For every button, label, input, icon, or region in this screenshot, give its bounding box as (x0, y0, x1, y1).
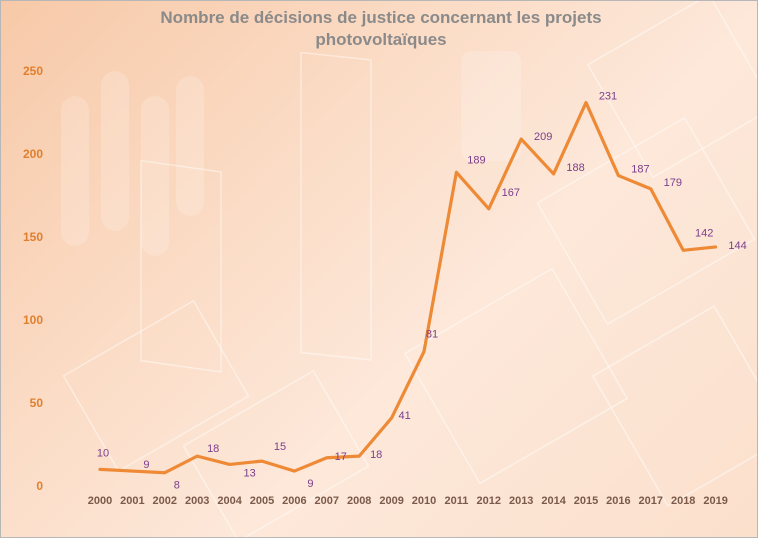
data-label: 17 (335, 451, 347, 463)
data-label: 231 (599, 91, 617, 103)
x-tick-label: 2019 (703, 495, 727, 507)
data-label: 209 (534, 131, 552, 143)
data-label: 9 (143, 459, 149, 471)
y-tick-label: 50 (30, 396, 44, 410)
data-label: 144 (728, 240, 746, 252)
x-tick-label: 2008 (347, 495, 371, 507)
x-tick-label: 2006 (282, 495, 306, 507)
data-label: 188 (566, 162, 584, 174)
y-tick-label: 250 (23, 64, 43, 78)
x-tick-label: 2012 (477, 495, 501, 507)
y-tick-label: 0 (36, 479, 43, 493)
data-label: 18 (207, 443, 219, 455)
chart-title: Nombre de décisions de justice concernan… (41, 7, 721, 51)
x-tick-label: 2007 (315, 495, 339, 507)
x-axis-ticks: 2000 2001 2002 2003 2004 2005 2006 2007 2008 2009… (88, 495, 728, 507)
x-tick-label: 2009 (379, 495, 403, 507)
y-tick-label: 150 (23, 230, 43, 244)
data-label: 41 (398, 410, 410, 422)
data-label: 189 (467, 154, 485, 166)
chart-title-line-2: photovoltaïques (315, 30, 447, 49)
x-tick-label: 2016 (606, 495, 630, 507)
x-tick-label: 2005 (250, 495, 274, 507)
data-label: 10 (97, 447, 109, 459)
x-tick-label: 2013 (509, 495, 533, 507)
data-label: 142 (695, 227, 713, 239)
data-label: 18 (370, 449, 382, 461)
series-layer (98, 100, 718, 475)
x-tick-label: 2017 (639, 495, 663, 507)
data-label: 179 (664, 177, 682, 189)
x-tick-label: 2015 (574, 495, 598, 507)
y-tick-label: 100 (23, 313, 43, 327)
data-label: 9 (307, 478, 313, 490)
data-label: 8 (174, 480, 180, 492)
x-tick-label: 2003 (185, 495, 209, 507)
data-labels: 10 9 8 18 13 15 9 17 18 41 81 189 167 209 188 231 187 179… (97, 91, 747, 492)
data-label: 15 (274, 441, 286, 453)
data-label: 167 (502, 187, 520, 199)
y-axis-ticks: 0 50 100 150 200 250 (23, 64, 43, 493)
x-tick-label: 2000 (88, 495, 112, 507)
x-tick-label: 2001 (120, 495, 144, 507)
y-tick-label: 200 (23, 147, 43, 161)
data-label: 13 (243, 467, 255, 479)
x-tick-label: 2002 (153, 495, 177, 507)
x-tick-label: 2004 (217, 495, 242, 507)
x-tick-label: 2011 (444, 495, 468, 507)
x-tick-label: 2010 (412, 495, 436, 507)
x-tick-label: 2018 (671, 495, 695, 507)
data-label: 187 (631, 164, 649, 176)
data-label: 81 (426, 329, 438, 341)
series-line (98, 100, 718, 475)
x-tick-label: 2014 (541, 495, 566, 507)
background-decoration (61, 1, 757, 537)
chart-title-line-1: Nombre de décisions de justice concernan… (160, 8, 602, 27)
